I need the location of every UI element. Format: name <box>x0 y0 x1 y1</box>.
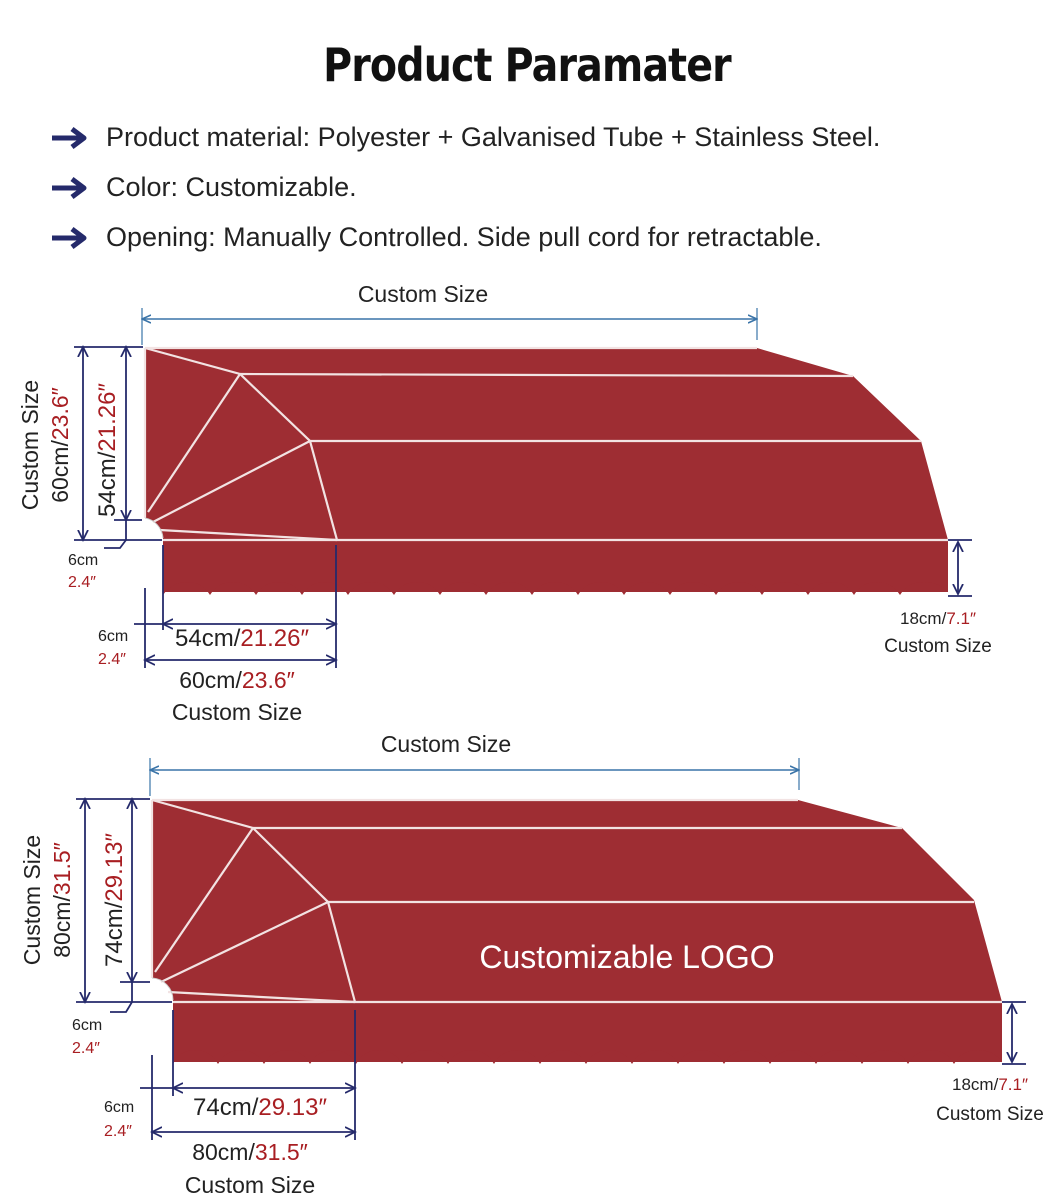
d1-depth-inner-value: 54cm/21.26″ <box>175 625 309 652</box>
d1-width-label: Custom Size <box>358 281 488 307</box>
d2-valance-value: 18cm/7.1″ <box>952 1075 1028 1094</box>
feature-text: Opening: Manually Controlled. Side pull … <box>106 222 822 252</box>
feature-text: Color: Customizable. <box>106 172 357 202</box>
d1-depth-outer-value: 60cm/23.6″ <box>179 667 295 693</box>
feature-text: Product material: Polyester + Galvanised… <box>106 122 881 152</box>
d2-depth-outer-value: 80cm/31.5″ <box>192 1139 308 1165</box>
d2-height-outer-label: Custom Size <box>19 835 45 965</box>
awning-1-seams <box>143 346 948 542</box>
d2-valance-label: Custom Size <box>936 1104 1044 1125</box>
d2-offset-left-cm: 6cm <box>72 1017 102 1034</box>
awning-2-valance <box>173 1002 1002 1064</box>
d2-depth-outer-label: Custom Size <box>185 1172 315 1198</box>
d2-depth-inner-value: 74cm/29.13″ <box>193 1094 327 1121</box>
d1-height-inner-value: 54cm/21.26″ <box>94 383 121 517</box>
feature-opening: Opening: Manually Controlled. Side pull … <box>50 222 822 253</box>
awning-2-seams <box>150 798 1002 1004</box>
awning-2-top-panel <box>152 800 1002 1062</box>
d1-height-outer-label: Custom Size <box>17 380 43 510</box>
d2-offset-bottom-inch: 2.4″ <box>104 1123 132 1140</box>
d2-offset-left-inch: 2.4″ <box>72 1040 100 1057</box>
awning-diagram-2: Customizable LOGO Custom Size Custom Siz… <box>19 731 1044 1198</box>
page-title: Product Paramater <box>323 38 732 92</box>
awning-diagram-1: Custom Size Custom Size 60cm/23.6″ 54cm/… <box>17 281 992 725</box>
d1-offset-bottom-cm: 6cm <box>98 628 128 645</box>
awning-1-valance <box>163 540 948 595</box>
d2-height-inner-value: 74cm/29.13″ <box>101 833 128 967</box>
d1-height-outer-value: 60cm/23.6″ <box>47 387 73 503</box>
d2-width-label: Custom Size <box>381 731 511 757</box>
d1-offset-bottom-inch: 2.4″ <box>98 651 126 668</box>
d1-offset-left-cm: 6cm <box>68 552 98 569</box>
d1-valance-value: 18cm/7.1″ <box>900 609 976 628</box>
d2-height-outer-value: 80cm/31.5″ <box>49 842 75 958</box>
d1-depth-outer-label: Custom Size <box>172 699 302 725</box>
feature-material: Product material: Polyester + Galvanised… <box>50 122 880 153</box>
arrow-right-icon <box>52 126 87 149</box>
d1-valance-label: Custom Size <box>884 636 992 657</box>
d2-offset-bottom-cm: 6cm <box>104 1099 134 1116</box>
arrow-right-icon <box>52 226 87 249</box>
d1-offset-left-inch: 2.4″ <box>68 574 96 591</box>
awning-1-top-panel <box>145 348 948 592</box>
arrow-right-icon <box>52 176 87 199</box>
d2-logo-text: Customizable LOGO <box>479 939 774 975</box>
feature-color: Color: Customizable. <box>50 172 357 203</box>
